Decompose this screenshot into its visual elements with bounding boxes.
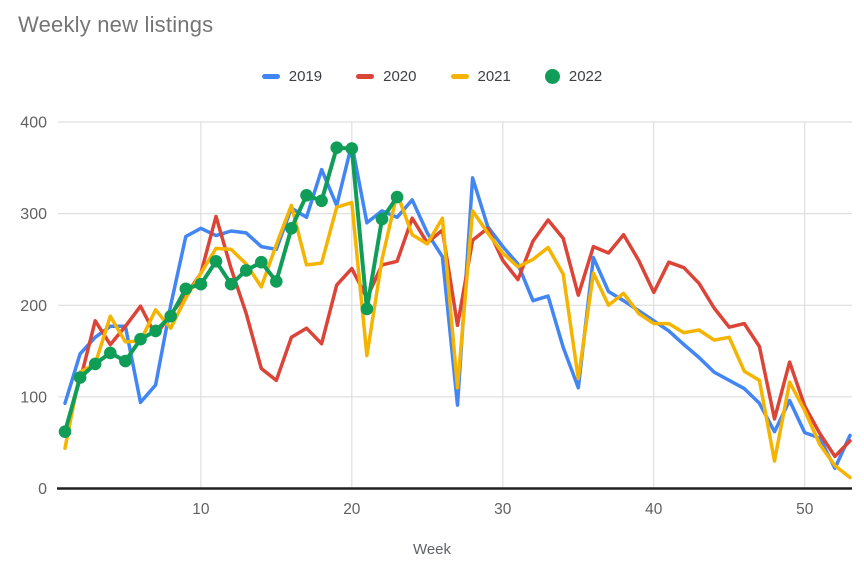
legend-swatch-2021: [450, 74, 469, 79]
data-point-2022-week-22: [375, 212, 389, 226]
data-point-2022-week-9: [179, 282, 193, 296]
data-point-2022-week-23: [390, 190, 404, 204]
x-tick-30: 30: [494, 501, 512, 518]
y-tick-300: 300: [20, 206, 47, 223]
legend-label-2022: 2022: [568, 68, 603, 85]
series-line-2020: [78, 214, 852, 459]
legend-swatch-2019: [261, 74, 280, 79]
legend-label-2020: 2020: [383, 68, 417, 85]
legend-swatch-2022: [544, 69, 560, 84]
chart-title: Weekly new listings: [18, 12, 214, 37]
data-point-2022-week-19: [330, 141, 344, 154]
legend-item-2022: 2022: [544, 68, 603, 85]
data-point-2022-week-6: [134, 332, 147, 346]
data-point-2022-week-7: [149, 324, 162, 338]
y-tick-0: 0: [38, 481, 47, 498]
data-point-2022-week-1: [58, 425, 72, 439]
data-point-2022-week-12: [224, 277, 238, 291]
x-tick-10: 10: [192, 501, 210, 518]
data-point-2022-week-2: [73, 371, 87, 384]
data-point-2022-week-18: [315, 194, 328, 208]
y-tick-400: 400: [20, 115, 47, 132]
x-tick-40: 40: [645, 501, 663, 518]
x-tick-50: 50: [796, 501, 814, 518]
data-point-2022-week-11: [209, 254, 223, 268]
x-tick-20: 20: [343, 501, 361, 518]
data-point-2022-week-3: [88, 357, 102, 371]
data-point-2022-week-15: [270, 275, 283, 288]
y-tick-100: 100: [20, 389, 47, 406]
data-point-2022-week-10: [194, 277, 208, 291]
data-point-2022-week-4: [104, 346, 117, 360]
legend-item-2021: 2021: [450, 68, 511, 85]
y-tick-200: 200: [20, 298, 47, 315]
data-point-2022-week-20: [345, 142, 359, 155]
data-point-2022-week-8: [164, 309, 177, 323]
legend-label-2019: 2019: [288, 68, 323, 85]
legend-swatch-2020: [356, 74, 375, 79]
data-point-2022-week-5: [119, 354, 132, 368]
legend-item-2019: 2019: [261, 68, 323, 85]
legend-item-2020: 2020: [356, 68, 417, 85]
data-point-2022-week-21: [360, 302, 374, 316]
legend: 2019 2020 2021 2022: [0, 68, 864, 85]
series-line-2021: [63, 191, 852, 480]
data-point-2022-week-14: [254, 255, 268, 269]
data-point-2022-week-16: [285, 222, 298, 235]
series-line-2019: [63, 142, 852, 471]
data-point-2022-week-17: [300, 189, 313, 202]
x-axis-title: Week: [412, 541, 452, 558]
legend-label-2021: 2021: [477, 68, 511, 85]
data-point-2022-week-13: [239, 264, 253, 277]
